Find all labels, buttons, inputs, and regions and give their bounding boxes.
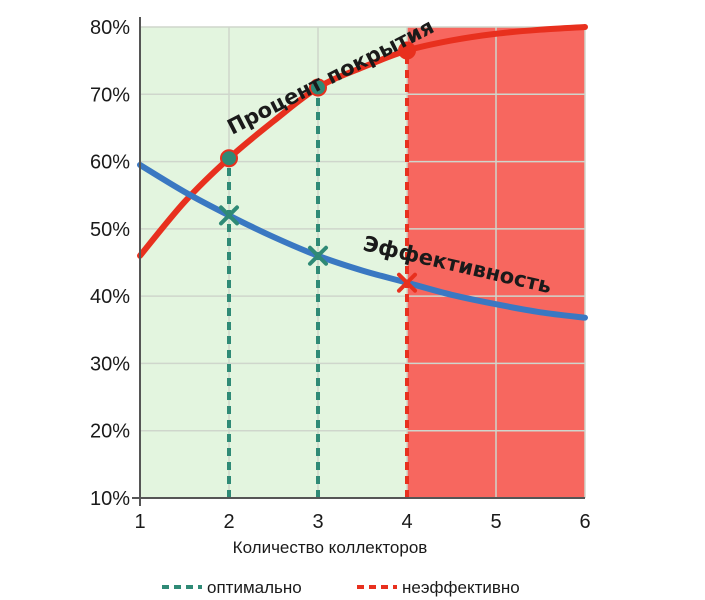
- y-tick-label: 30%: [90, 353, 130, 375]
- x-tick-label: 4: [401, 511, 412, 533]
- region-0: [140, 27, 407, 498]
- legend-label-inefficient: неэффективно: [402, 578, 520, 597]
- series-line-0: [137, 24, 588, 259]
- y-tick-label: 60%: [90, 152, 130, 174]
- x-tick-label: 1: [134, 511, 145, 533]
- x-tick-label: 5: [490, 511, 501, 533]
- y-tick-label: 80%: [90, 17, 130, 39]
- series-lines: [137, 24, 588, 321]
- point-marker: [220, 149, 238, 168]
- markers: [219, 41, 417, 293]
- point-marker: [309, 78, 327, 97]
- y-tick-label: 40%: [90, 286, 130, 308]
- tick-labels: 10% 20% 30% 40% 50% 60% 70% 80% 1 2 3 4 5 6: [90, 17, 591, 533]
- cross-marker: [308, 245, 328, 266]
- y-tick-label: 10%: [90, 488, 130, 510]
- grid: [139, 26, 586, 499]
- cross-marker: [397, 272, 417, 293]
- x-tick-label: 6: [579, 511, 590, 533]
- point-marker: [398, 41, 416, 60]
- y-tick-label: 70%: [90, 84, 130, 106]
- axes: [132, 17, 585, 506]
- chart-regions: [140, 27, 585, 498]
- legend: оптимально неэффективно: [162, 578, 520, 597]
- legend-label-optimal: оптимально: [207, 578, 302, 597]
- x-axis-label: Количество коллекторов: [233, 538, 428, 557]
- y-tick-label: 50%: [90, 219, 130, 241]
- cross-marker: [219, 205, 239, 226]
- series-line-1: [137, 161, 588, 321]
- x-tick-label: 3: [312, 511, 323, 533]
- x-tick-label: 2: [223, 511, 234, 533]
- y-tick-label: 20%: [90, 421, 130, 443]
